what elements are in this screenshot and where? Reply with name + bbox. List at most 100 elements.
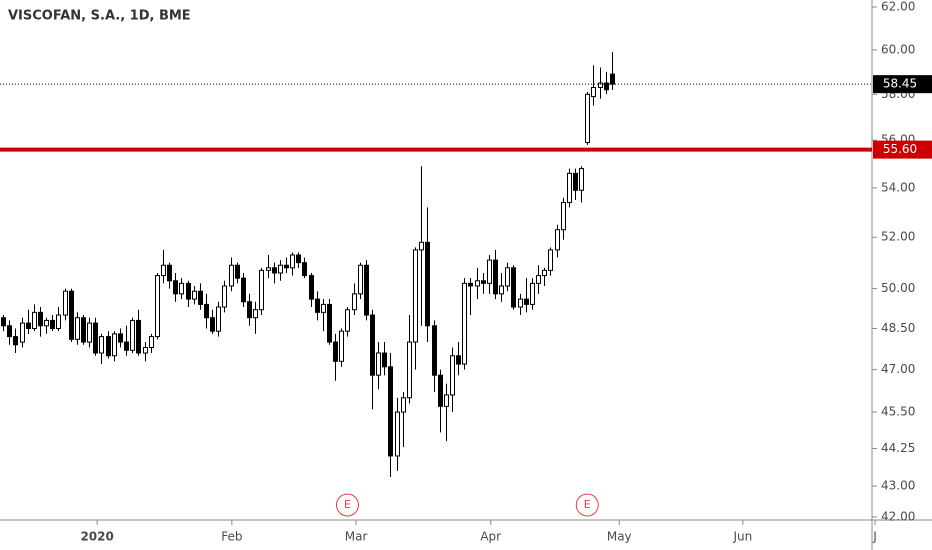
- candle-body: [388, 366, 393, 457]
- candle-body: [444, 394, 449, 407]
- candle-body: [290, 254, 295, 269]
- candle-body: [26, 322, 31, 329]
- y-tick-label: 43.00: [881, 479, 915, 493]
- candle-body: [1, 317, 6, 327]
- candle-body: [20, 322, 25, 343]
- candle-body: [542, 269, 547, 277]
- candle-body: [124, 341, 129, 351]
- candle-body: [585, 93, 590, 144]
- candle-body: [333, 341, 338, 362]
- candle-body: [44, 319, 49, 327]
- candle-body: [173, 280, 178, 295]
- event-marker: [335, 493, 359, 517]
- x-tick-label: Apr: [480, 530, 501, 544]
- candle-body: [87, 322, 92, 343]
- candle-body: [99, 336, 104, 354]
- candle-body: [247, 301, 252, 319]
- candle-body: [419, 241, 424, 251]
- candle-body: [579, 168, 584, 191]
- candle-body: [309, 275, 314, 300]
- event-marker: [575, 493, 599, 517]
- candle-body: [272, 267, 277, 274]
- candle-body: [198, 290, 203, 305]
- candle-body: [106, 336, 111, 357]
- candle-body: [118, 333, 123, 343]
- y-tick-label: 50.00: [881, 281, 915, 295]
- candle-body: [604, 82, 609, 91]
- candle-body: [425, 241, 430, 327]
- event-label: E: [344, 498, 351, 511]
- x-tick-label: 2020: [80, 530, 113, 544]
- candle-body: [456, 355, 461, 365]
- candle-body: [610, 73, 615, 85]
- candle-body: [204, 303, 209, 319]
- last-price-box: [873, 75, 932, 94]
- candle-body: [13, 336, 18, 346]
- candle-body: [50, 319, 55, 329]
- candle-body: [302, 262, 307, 277]
- candle-body: [32, 311, 37, 329]
- candle-body: [296, 254, 301, 264]
- x-tick-label: Mar: [345, 530, 368, 544]
- candle-body: [382, 352, 387, 368]
- candle-body: [358, 264, 363, 295]
- candle-body: [598, 82, 603, 89]
- candle-body: [167, 264, 172, 282]
- last-price-label: 58.45: [883, 77, 917, 91]
- candle-body: [112, 333, 117, 357]
- plot: [0, 52, 872, 477]
- candle-body: [93, 322, 98, 354]
- x-tick-label: J: [872, 530, 877, 544]
- chart-title: VISCOFAN, S.A., 1D, BME: [8, 9, 191, 24]
- candle-body: [278, 264, 283, 274]
- candle-body: [266, 267, 271, 271]
- y-tick-label: 52.00: [881, 230, 915, 244]
- candle-body: [499, 285, 504, 295]
- candle-body: [216, 306, 221, 332]
- candle-body: [235, 264, 240, 279]
- candle-body: [376, 352, 381, 376]
- y-tick-label: 48.50: [881, 321, 915, 335]
- candle-body: [56, 314, 61, 329]
- candle-body: [591, 87, 596, 98]
- candle-body: [149, 336, 154, 349]
- candle-body: [38, 311, 43, 327]
- level-box: [873, 140, 932, 159]
- candle-body: [241, 277, 246, 303]
- x-tick-label: Jun: [732, 530, 752, 544]
- candle-body: [155, 275, 160, 338]
- candle-body: [536, 275, 541, 284]
- candle-body: [81, 317, 86, 343]
- candle-body: [573, 172, 578, 191]
- candle-body: [352, 293, 357, 311]
- candle-body: [315, 298, 320, 313]
- candle-body: [259, 269, 264, 311]
- candle-body: [432, 325, 437, 376]
- candle-body: [407, 341, 412, 399]
- candle-body: [253, 309, 258, 319]
- candle-body: [462, 282, 467, 365]
- candle-body: [413, 249, 418, 343]
- candle-body: [493, 259, 498, 295]
- candle-body: [505, 267, 510, 287]
- candle-body: [438, 374, 443, 407]
- y-tick-label: 62.00: [881, 0, 915, 13]
- candle-body: [7, 325, 12, 338]
- candle-body: [555, 229, 560, 251]
- y-tick-label: 44.25: [881, 441, 915, 455]
- candle-body: [561, 201, 566, 231]
- candle-body: [75, 317, 80, 340]
- y-tick-label: 45.50: [881, 405, 915, 419]
- candle-body: [364, 264, 369, 316]
- candle-body: [450, 355, 455, 396]
- candle-body: [475, 280, 480, 287]
- candle-body: [481, 280, 486, 284]
- candle-body: [210, 317, 215, 332]
- candle-body: [284, 264, 289, 269]
- candle-body: [524, 298, 529, 305]
- candle-body: [130, 319, 135, 351]
- candle-body: [222, 285, 227, 308]
- candle-body: [395, 411, 400, 457]
- x-tick-label: May: [607, 530, 632, 544]
- candle-body: [161, 264, 166, 277]
